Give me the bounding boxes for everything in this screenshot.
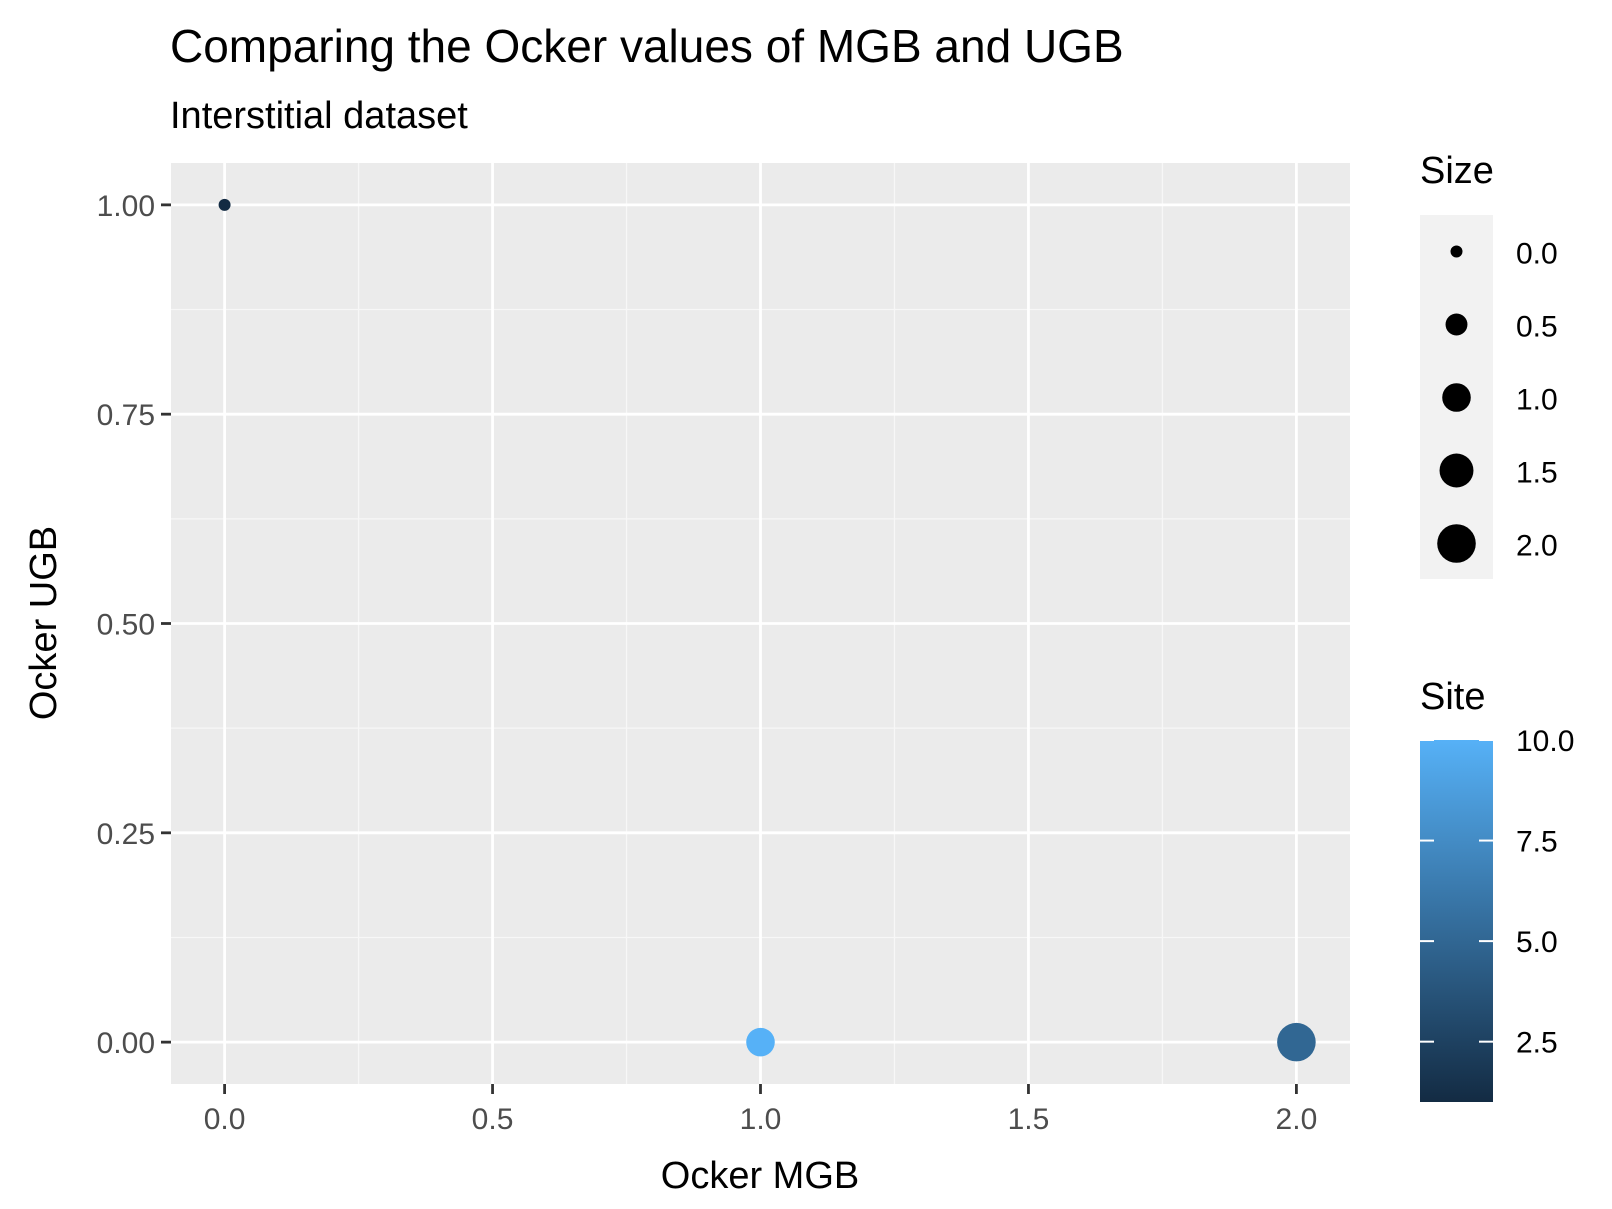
x-tick-label: 1.5	[1008, 1103, 1050, 1136]
chart-subtitle: Interstitial dataset	[170, 95, 468, 137]
colorbar-tick-label: 5.0	[1516, 926, 1558, 959]
colorbar-tick-label: 2.5	[1516, 1027, 1558, 1060]
data-point	[218, 198, 231, 211]
size-legend-label: 2.0	[1516, 530, 1558, 563]
y-axis-label: Ocker UGB	[23, 526, 65, 720]
data-points	[218, 198, 1316, 1062]
y-tick-label: 0.00	[97, 1027, 155, 1060]
size-legend-key	[1450, 245, 1463, 258]
data-point	[746, 1027, 775, 1057]
x-tick-label: 1.0	[740, 1103, 782, 1136]
size-legend: 0.0 0.5 1.0 1.5 2.0	[1437, 238, 1558, 563]
x-tick-label: 0.5	[472, 1103, 514, 1136]
data-point	[1277, 1022, 1316, 1062]
size-legend-key	[1445, 313, 1468, 336]
size-legend-label: 0.5	[1516, 311, 1558, 344]
color-legend-colorbar	[1420, 740, 1493, 1102]
axes: 0.0 0.5 1.0 1.5 2.0 0.00 0.25 0.50 0.75 1.00	[97, 190, 1318, 1136]
size-legend-key	[1439, 453, 1474, 488]
colorbar-tick-label: 7.5	[1516, 826, 1558, 859]
size-legend-title: Size	[1420, 150, 1494, 192]
color-legend-title: Site	[1420, 676, 1485, 718]
y-tick-label: 0.25	[97, 818, 155, 851]
size-legend-label: 1.5	[1516, 457, 1558, 490]
size-legend-key	[1442, 383, 1471, 412]
size-legend-label: 0.0	[1516, 238, 1558, 271]
x-axis-label: Ocker MGB	[661, 1155, 859, 1197]
x-tick-label: 0.0	[204, 1103, 246, 1136]
color-legend: 2.5 5.0 7.5 10.0	[1420, 725, 1574, 1060]
x-tick-label: 2.0	[1276, 1103, 1318, 1136]
y-tick-label: 0.50	[97, 609, 155, 642]
colorbar-tick-label: 10.0	[1516, 725, 1574, 758]
size-legend-key	[1437, 524, 1476, 563]
size-legend-label: 1.0	[1516, 384, 1558, 417]
chart-title: Comparing the Ocker values of MGB and UG…	[170, 20, 1124, 72]
y-tick-label: 0.75	[97, 399, 155, 432]
y-tick-label: 1.00	[97, 190, 155, 223]
